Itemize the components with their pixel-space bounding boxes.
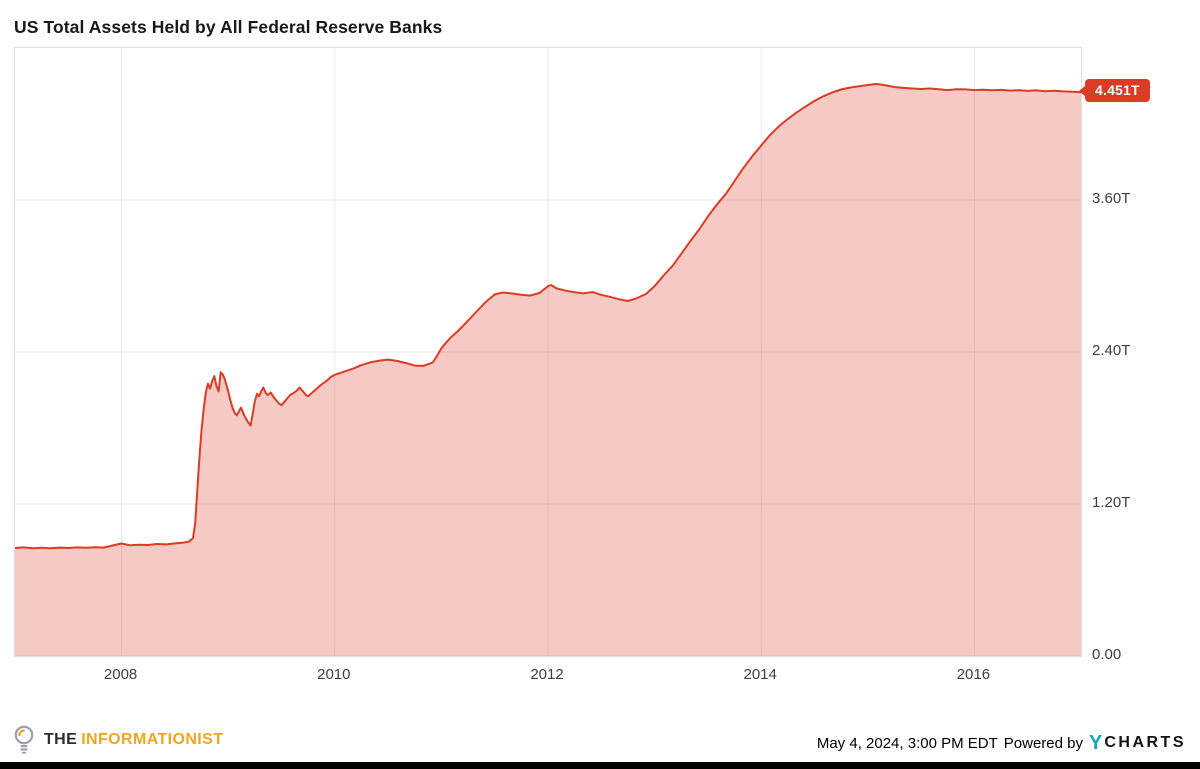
y-axis-tick-label: 0.00 <box>1092 646 1122 663</box>
x-axis-tick-label: 2010 <box>317 666 351 683</box>
attribution-line: May 4, 2024, 3:00 PM EDT Powered by Y CH… <box>817 733 1186 753</box>
ycharts-wordmark: CHARTS <box>1104 734 1186 751</box>
brand-the: THE <box>44 730 78 748</box>
x-axis-tick-label: 2016 <box>956 666 991 683</box>
powered-by-label: Powered by <box>1003 734 1083 752</box>
y-axis-tick-label: 3.60T <box>1092 190 1131 207</box>
bottom-bar <box>0 762 1200 769</box>
informationist-logo: THE INFORMATIONIST <box>12 724 223 755</box>
chart-canvas <box>15 48 1081 656</box>
chart-plot-area <box>14 47 1082 657</box>
x-axis-tick-label: 2012 <box>530 666 564 683</box>
ycharts-logo: Y CHARTS <box>1089 733 1186 753</box>
lightbulb-icon <box>14 725 34 754</box>
series-line <box>15 83 1081 550</box>
ycharts-y-icon: Y <box>1088 732 1103 754</box>
y-axis-tick-label: 2.40T <box>1092 342 1131 359</box>
series-area-fill <box>15 84 1081 656</box>
timestamp: May 4, 2024, 3:00 PM EDT <box>816 734 998 752</box>
chart-title: US Total Assets Held by All Federal Rese… <box>14 17 443 37</box>
x-axis-tick-label: 2014 <box>743 666 777 683</box>
x-axis-tick-label: 2008 <box>103 666 138 683</box>
brand-name: INFORMATIONIST <box>81 730 224 748</box>
latest-value-badge: 4.451T <box>1079 79 1150 103</box>
y-axis-tick-label: 1.20T <box>1092 494 1131 511</box>
brand-wordmark: THE INFORMATIONIST <box>44 731 223 749</box>
